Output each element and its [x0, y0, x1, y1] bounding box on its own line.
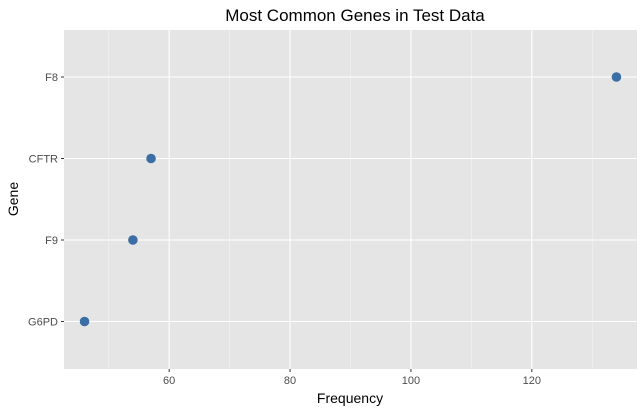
x-tick-label: 80: [284, 375, 296, 387]
chart-title: Most Common Genes in Test Data: [225, 6, 485, 25]
x-axis-ticks: 60 80 100 120: [163, 369, 541, 387]
data-point-f8: [611, 72, 622, 82]
y-axis-title: Gene: [5, 182, 21, 216]
major-gridlines: [64, 30, 637, 369]
x-tick-label: 60: [163, 375, 175, 387]
data-point-f9: [128, 235, 138, 245]
y-axis-ticks: G6PD F9 CFTR F8: [28, 72, 64, 329]
x-tick-label: 100: [402, 375, 420, 387]
y-tick-label: CFTR: [29, 154, 58, 166]
y-tick-label: F9: [45, 235, 58, 247]
data-points: [79, 72, 622, 327]
x-axis-title: Frequency: [317, 390, 383, 406]
minor-gridlines: [108, 30, 593, 369]
data-point-g6pd: [79, 316, 90, 327]
data-point-cftr: [146, 153, 156, 164]
y-tick-label: G6PD: [28, 317, 58, 329]
y-tick-label: F8: [45, 72, 58, 84]
x-tick-label: 120: [523, 375, 541, 387]
